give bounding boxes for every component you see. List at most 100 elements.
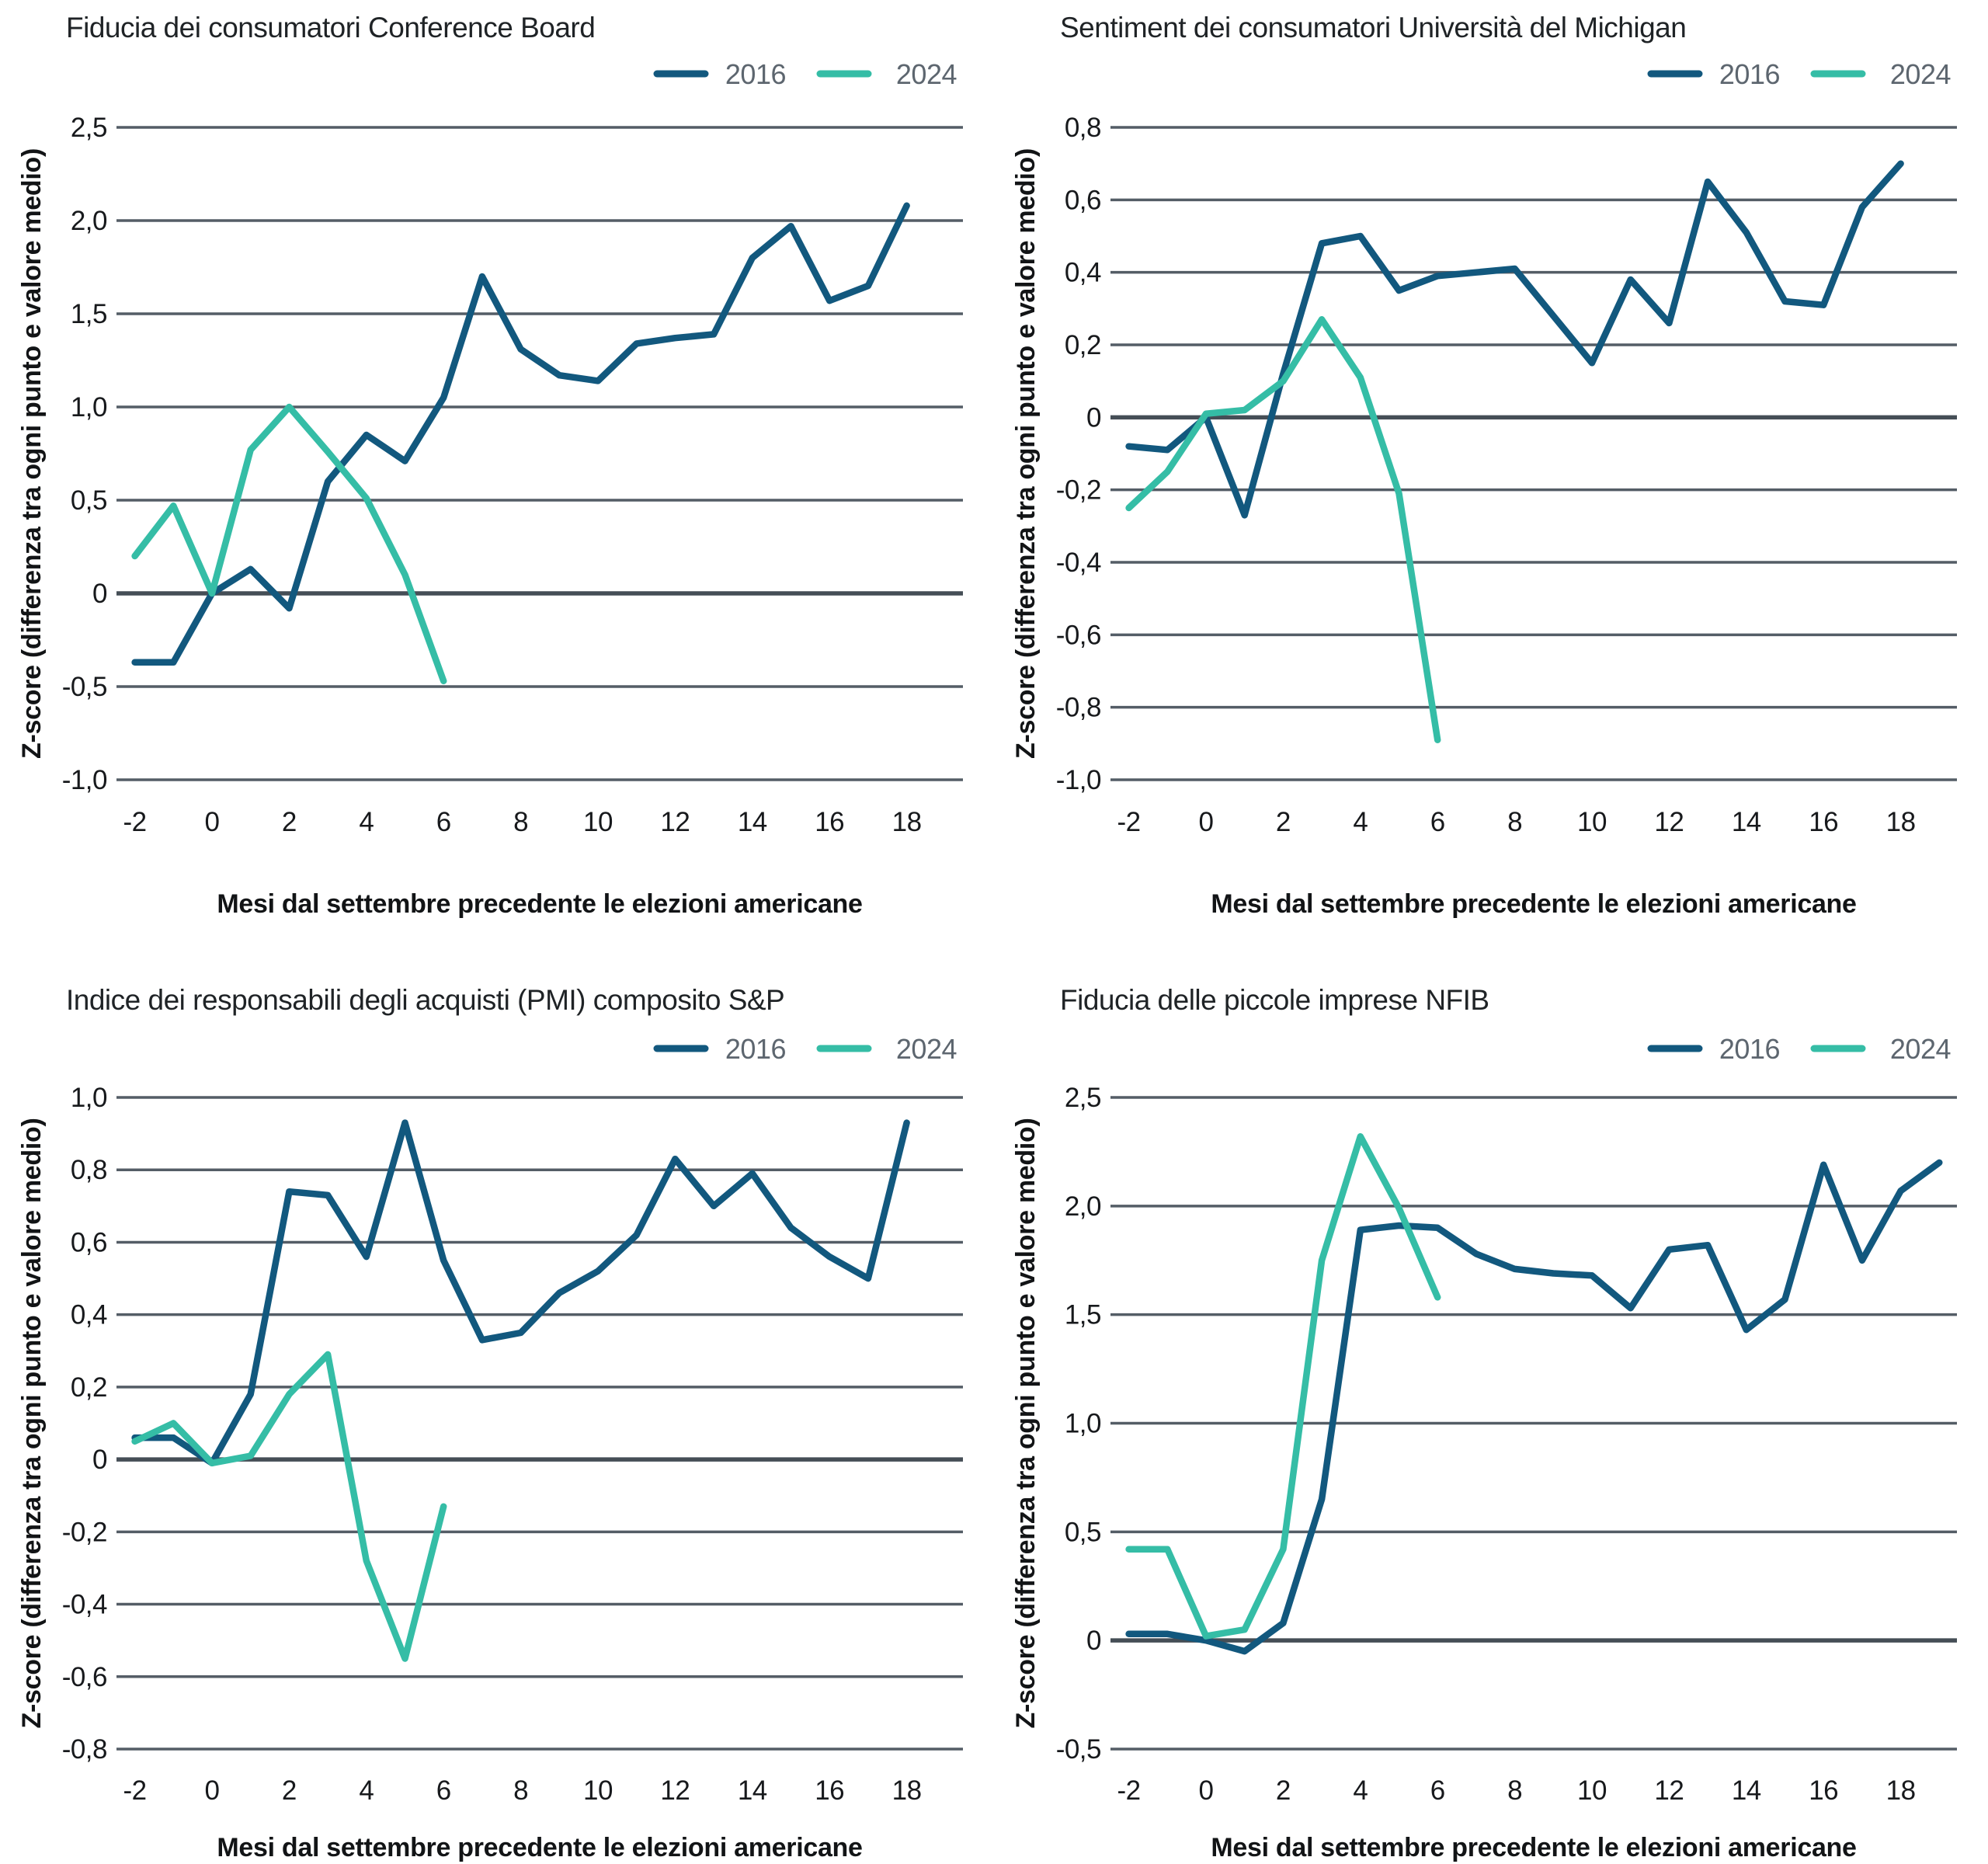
x-tick-label: 12 — [660, 807, 690, 837]
chart-nfib-small-business: Fiducia delle piccole imprese NFIB 2,5 2,0… — [994, 932, 1988, 1864]
y-tick-label: -0,2 — [1056, 475, 1101, 506]
chart-canvas: Fiducia dei consumatori Conference Board… — [17, 12, 963, 919]
y-tick-label: 0 — [1086, 402, 1101, 433]
x-tick-label: 2 — [1276, 1775, 1291, 1806]
y-tick-label: -0,4 — [62, 1590, 107, 1620]
legend-label-2024: 2024 — [1890, 1033, 1951, 1065]
x-tick-label: 0 — [205, 1775, 220, 1806]
x-tick-label: 2 — [282, 807, 297, 837]
chart-title: Sentiment dei consumatori Università del… — [1060, 12, 1686, 43]
x-tick-label: 16 — [815, 807, 844, 837]
x-tick-label: 14 — [1732, 807, 1761, 837]
chart-conference-board-confidence: Fiducia dei consumatori Conference Board… — [0, 0, 994, 932]
x-tick-label: 16 — [815, 1775, 844, 1806]
y-tick-label: 0,8 — [1065, 113, 1101, 143]
y-tick-label: 0,8 — [71, 1155, 107, 1185]
x-axis-title: Mesi dal settembre precedente le elezion… — [1211, 889, 1856, 919]
x-tick-label: 2 — [1276, 807, 1291, 837]
x-tick-label: 14 — [738, 807, 767, 837]
x-tick-label: 14 — [1732, 1775, 1761, 1806]
y-tick-label: 1,5 — [71, 299, 107, 329]
y-tick-label: -0,5 — [1056, 1734, 1101, 1765]
x-tick-label: 12 — [660, 1775, 690, 1806]
y-tick-label: -0,2 — [62, 1517, 107, 1547]
x-tick-label: 0 — [205, 807, 220, 837]
y-tick-label: -0,8 — [1056, 693, 1101, 723]
y-tick-label: 2,5 — [71, 113, 107, 143]
line-2024 — [131, 1351, 447, 1662]
y-tick-label: 1,0 — [1065, 1409, 1101, 1439]
y-axis-title: Z-score (differenza tra ogni punto e val… — [17, 148, 47, 759]
x-tick-label: 0 — [1199, 807, 1214, 837]
y-tick-label: 0,6 — [71, 1227, 107, 1257]
x-tick-label: 18 — [892, 807, 922, 837]
y-tick-label: 0 — [1086, 1626, 1101, 1656]
x-tick-label: 8 — [1507, 807, 1522, 837]
x-tick-label: -2 — [123, 1775, 147, 1806]
legend-label-2024: 2024 — [896, 58, 957, 90]
line-2016 — [131, 202, 910, 666]
x-tick-label: 10 — [1577, 1775, 1607, 1806]
legend-label-2016: 2016 — [725, 1033, 786, 1065]
x-tick-label: 16 — [1809, 1775, 1838, 1806]
y-tick-label: 0,2 — [71, 1372, 107, 1403]
x-tick-label: 0 — [1199, 1775, 1214, 1806]
y-tick-label: 0,6 — [1065, 185, 1101, 215]
x-axis-title: Mesi dal settembre precedente le elezion… — [1211, 1833, 1856, 1862]
y-tick-label: -1,0 — [1056, 765, 1101, 795]
legend-label-2016: 2016 — [1719, 58, 1780, 90]
y-axis-title: Z-score (differenza tra ogni punto e val… — [17, 1118, 47, 1729]
x-tick-label: 10 — [583, 807, 613, 837]
chart-canvas: Sentiment dei consumatori Università del… — [1011, 12, 1957, 919]
line-2024 — [1125, 1133, 1441, 1640]
legend-label-2024: 2024 — [1890, 58, 1951, 90]
y-axis-title: Z-score (differenza tra ogni punto e val… — [1011, 1118, 1041, 1729]
y-tick-label: 1,0 — [71, 392, 107, 423]
chart-sp-composite-pmi: Indice dei responsabili degli acquisti (… — [0, 932, 994, 1864]
y-tick-label: 1,5 — [1065, 1300, 1101, 1330]
x-tick-label: 16 — [1809, 807, 1838, 837]
legend-label-2016: 2016 — [725, 58, 786, 90]
chart-title: Fiducia delle piccole imprese NFIB — [1060, 984, 1489, 1016]
x-tick-label: 4 — [1353, 1775, 1368, 1806]
y-axis-title: Z-score (differenza tra ogni punto e val… — [1011, 148, 1041, 759]
x-tick-label: 4 — [1353, 807, 1368, 837]
chart-michigan-sentiment: Sentiment dei consumatori Università del… — [994, 0, 1988, 932]
x-tick-label: 12 — [1654, 1775, 1684, 1806]
x-axis-title: Mesi dal settembre precedente le elezion… — [217, 889, 862, 919]
y-tick-label: -0,6 — [1056, 620, 1101, 650]
x-tick-label: 4 — [359, 1775, 374, 1806]
line-2024 — [1125, 316, 1441, 743]
x-tick-label: 4 — [359, 807, 374, 837]
y-tick-label: -0,5 — [62, 672, 107, 702]
y-tick-label: -1,0 — [62, 765, 107, 795]
x-tick-label: 8 — [513, 807, 528, 837]
y-tick-label: -0,8 — [62, 1734, 107, 1765]
line-2016 — [1125, 160, 1904, 519]
x-tick-label: 2 — [282, 1775, 297, 1806]
chart-canvas: Fiducia delle piccole imprese NFIB 2,5 2,0… — [1011, 984, 1957, 1862]
x-tick-label: 6 — [436, 1775, 451, 1806]
y-tick-label: 2,0 — [71, 206, 107, 236]
x-tick-label: -2 — [123, 807, 147, 837]
y-tick-label: 1,0 — [71, 1083, 107, 1113]
y-tick-label: -0,6 — [62, 1662, 107, 1692]
y-tick-label: 0,5 — [1065, 1517, 1101, 1547]
y-tick-label: 0,2 — [1065, 330, 1101, 360]
y-tick-label: 2,0 — [1065, 1191, 1101, 1222]
x-tick-label: 8 — [1507, 1775, 1522, 1806]
x-tick-label: -2 — [1117, 807, 1141, 837]
y-tick-label: 0,4 — [1065, 258, 1101, 288]
y-tick-label: 0,4 — [71, 1300, 107, 1330]
x-tick-label: 8 — [513, 1775, 528, 1806]
x-tick-label: 10 — [583, 1775, 613, 1806]
x-tick-label: 6 — [436, 807, 451, 837]
line-2024 — [131, 403, 447, 685]
x-tick-label: 6 — [1430, 1775, 1445, 1806]
y-tick-label: 0 — [92, 1445, 107, 1475]
x-tick-label: 10 — [1577, 807, 1607, 837]
line-2016 — [1125, 1159, 1943, 1655]
x-tick-label: 12 — [1654, 807, 1684, 837]
chart-canvas: Indice dei responsabili degli acquisti (… — [17, 984, 963, 1862]
